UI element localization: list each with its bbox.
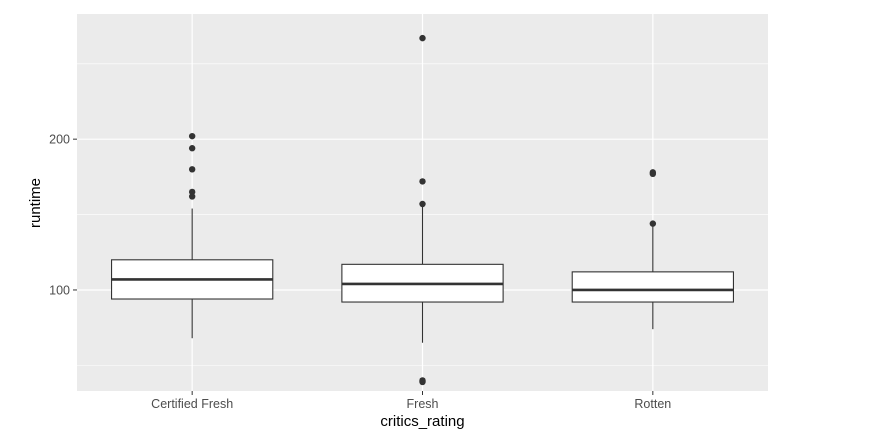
outlier-point xyxy=(419,178,426,185)
x-tick-label: Certified Fresh xyxy=(151,397,233,411)
outlier-point xyxy=(188,188,196,196)
y-tick-label: 100 xyxy=(49,283,70,297)
box-group-certified-fresh xyxy=(111,132,274,339)
outlier-point xyxy=(419,34,426,42)
outlier-point xyxy=(649,170,657,178)
outlier-point xyxy=(188,166,196,173)
box-group-fresh xyxy=(341,34,504,386)
outlier-point xyxy=(419,200,426,208)
axes: 100 200 Certified Fresh Fresh Rotten xyxy=(49,133,671,411)
box-group-rotten xyxy=(571,169,735,330)
y-axis-title: runtime xyxy=(27,178,44,228)
box xyxy=(571,271,735,303)
outlier-point xyxy=(419,378,426,386)
y-tick-label: 200 xyxy=(49,133,70,147)
x-tick-label: Rotten xyxy=(634,397,671,411)
outlier-point xyxy=(188,193,196,200)
outlier-point xyxy=(649,220,657,227)
box-series xyxy=(111,34,735,386)
outlier-point xyxy=(188,132,196,140)
x-tick-label: Fresh xyxy=(407,397,439,411)
outlier-point xyxy=(188,145,196,152)
x-axis-title: critics_rating xyxy=(380,413,464,430)
